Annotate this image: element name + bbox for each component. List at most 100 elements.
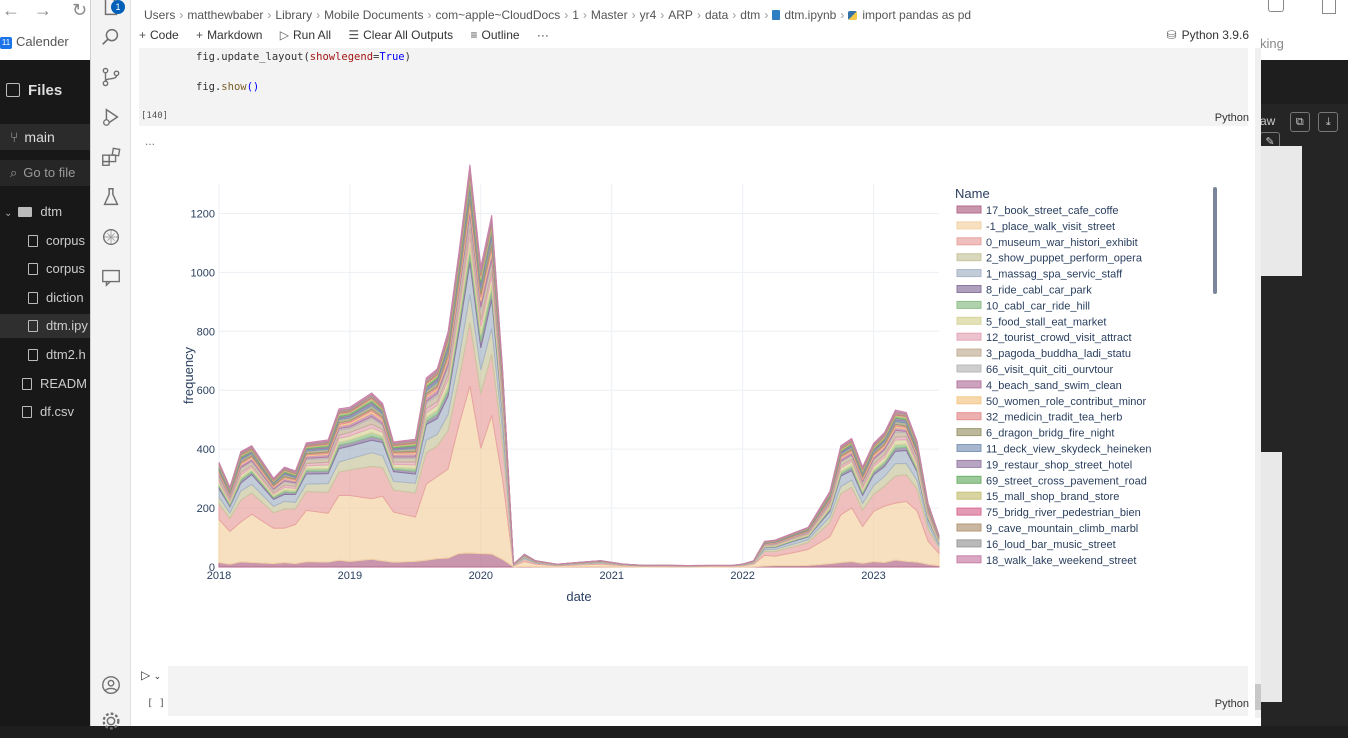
tree-item[interactable]: df.csv — [22, 400, 90, 424]
legend-item[interactable]: 75_bridg_river_pedestrian_bien — [986, 507, 1141, 519]
openai-icon[interactable] — [99, 226, 123, 250]
tree-folder-dtm[interactable]: ⌄ dtm — [4, 204, 63, 219]
download-icon[interactable]: ⤓ — [1318, 112, 1339, 132]
breadcrumb-item[interactable]: com~apple~CloudDocs — [435, 8, 561, 22]
legend-swatch[interactable] — [956, 396, 982, 405]
breadcrumb-item[interactable]: 1 — [572, 8, 579, 22]
legend-item[interactable]: 8_ride_cabl_car_park — [986, 285, 1092, 297]
run-all-button[interactable]: ▷ Run All — [279, 28, 332, 42]
legend-item[interactable]: 5_food_stall_eat_market — [986, 316, 1106, 328]
legend-item[interactable]: 6_dragon_bridg_fire_night — [986, 428, 1114, 440]
kernel-picker[interactable]: ⛁ Python 3.9.6 — [1166, 28, 1249, 42]
account-icon[interactable] — [99, 674, 123, 698]
editor-scrollbar[interactable] — [1255, 48, 1261, 718]
legend-swatch[interactable] — [956, 444, 982, 452]
breadcrumb-item[interactable]: matthewbaber — [187, 8, 264, 22]
legend-item[interactable]: 4_beach_sand_swim_clean — [986, 380, 1122, 392]
legend-swatch[interactable] — [956, 380, 982, 389]
legend-swatch[interactable] — [956, 332, 982, 341]
legend-item[interactable]: 9_cave_mountain_climb_marbl — [986, 523, 1138, 535]
search-icon[interactable] — [99, 26, 123, 50]
reload-icon[interactable]: ↻ — [72, 0, 88, 20]
testing-flask-icon[interactable] — [99, 186, 123, 210]
legend-item[interactable]: 10_cabl_car_ride_hill — [986, 300, 1090, 312]
breadcrumb-item[interactable]: Master — [590, 8, 628, 22]
cell-code[interactable]: fig.update_layout(showlegend=True) fig.s… — [196, 51, 411, 93]
legend-swatch[interactable] — [956, 269, 982, 278]
legend-item[interactable]: 17_book_street_cafe_coffe — [986, 205, 1119, 217]
legend-swatch[interactable] — [956, 300, 982, 309]
legend-swatch[interactable] — [956, 428, 982, 437]
clear-outputs-button[interactable]: ☰ Clear All Outputs — [348, 28, 454, 42]
legend-item[interactable]: 2_show_puppet_perform_opera — [986, 253, 1143, 265]
legend-item[interactable]: 69_street_cross_pavement_road — [986, 475, 1147, 487]
breadcrumb-item[interactable]: data — [704, 8, 729, 22]
legend-swatch[interactable] — [956, 555, 982, 564]
add-code-button[interactable]: + Code — [139, 28, 179, 42]
legend-swatch[interactable] — [956, 523, 982, 532]
copy-icon[interactable]: ⧉ — [1289, 112, 1310, 132]
legend-swatch[interactable] — [956, 205, 982, 214]
branch-selector[interactable]: ⑂ main — [0, 124, 90, 150]
tree-item[interactable]: READM — [22, 372, 90, 396]
breadcrumb-item[interactable]: Mobile Documents — [324, 8, 424, 22]
legend-item[interactable]: 19_restaur_shop_street_hotel — [986, 459, 1132, 471]
legend-item[interactable]: 15_mall_shop_brand_store — [986, 491, 1119, 503]
legend-swatch[interactable] — [956, 491, 982, 500]
legend-swatch[interactable] — [956, 221, 982, 230]
sidebar-toggle-icon[interactable] — [6, 83, 20, 97]
breadcrumb-item[interactable]: yr4 — [639, 8, 657, 22]
more-actions-button[interactable]: ··· — [536, 28, 549, 42]
legend-item[interactable]: 50_women_role_contribut_minor — [986, 396, 1147, 408]
legend-item[interactable]: 18_walk_lake_weekend_street — [986, 555, 1136, 567]
legend-swatch[interactable] — [956, 539, 982, 548]
output-menu-button[interactable]: ... — [145, 134, 156, 148]
legend-item[interactable]: 0_museum_war_histori_exhibit — [986, 237, 1138, 249]
legend-scrollbar[interactable] — [1213, 187, 1217, 294]
legend-item[interactable]: 16_loud_bar_music_street — [986, 539, 1116, 551]
legend-item[interactable]: 3_pagoda_buddha_ladi_statu — [986, 348, 1131, 360]
cell-language[interactable]: Python — [1214, 698, 1249, 710]
legend-swatch[interactable] — [956, 253, 982, 262]
legend-swatch[interactable] — [956, 237, 982, 246]
breadcrumb-item[interactable]: Library — [275, 8, 313, 22]
tree-item[interactable]: corpus — [28, 229, 90, 253]
cell-language[interactable]: Python — [1214, 112, 1249, 124]
breadcrumb-item[interactable]: dtm.ipynb — [784, 8, 837, 22]
outline-button[interactable]: ≡ Outline — [470, 28, 520, 42]
tree-item[interactable]: dtm2.h — [28, 343, 90, 367]
run-debug-icon[interactable] — [99, 106, 123, 130]
tree-item-selected[interactable]: dtm.ipy — [0, 314, 90, 338]
scrollbar-thumb[interactable] — [1255, 684, 1261, 710]
bookmark-calender[interactable]: 11 Calender — [0, 34, 69, 49]
legend-swatch[interactable] — [956, 475, 982, 484]
run-cell-button[interactable]: ▷ ⌄ — [141, 668, 161, 682]
extensions-icon[interactable] — [99, 146, 123, 170]
legend-item[interactable]: 11_deck_view_skydeck_heineken — [986, 444, 1152, 456]
legend-item[interactable]: 12_tourist_crowd_visit_attract — [986, 332, 1132, 344]
legend-swatch[interactable] — [956, 459, 982, 468]
breadcrumb-item[interactable]: dtm — [740, 8, 761, 22]
legend-item[interactable]: 66_visit_quit_citi_ourvtour — [986, 364, 1114, 376]
area-series-22[interactable] — [218, 164, 940, 567]
legend-item[interactable]: 1_massag_spa_servic_staff — [986, 269, 1123, 281]
back-arrow-icon[interactable]: ← — [2, 0, 20, 20]
legend-swatch[interactable] — [956, 285, 982, 293]
legend-swatch[interactable] — [956, 316, 982, 325]
legend-swatch[interactable] — [956, 507, 982, 516]
go-to-file-input[interactable]: ⌕ Go to file — [0, 160, 90, 186]
tree-item[interactable]: corpus — [28, 257, 90, 281]
bookmark-partial[interactable]: king — [1260, 36, 1284, 51]
forward-arrow-icon[interactable]: → — [34, 0, 52, 20]
empty-code-cell[interactable] — [168, 666, 1248, 716]
sidebar-icon[interactable] — [1322, 0, 1336, 14]
legend-item[interactable]: -1_place_walk_visit_street — [986, 221, 1115, 233]
breadcrumb-item[interactable]: import pandas as pd — [862, 8, 972, 22]
breadcrumb-item[interactable]: ARP — [668, 8, 693, 22]
source-control-icon[interactable] — [99, 66, 123, 90]
raw-button[interactable]: aw — [1260, 114, 1276, 128]
legend-swatch[interactable] — [956, 348, 982, 357]
code-cell[interactable]: fig.update_layout(showlegend=True) fig.s… — [139, 48, 1248, 126]
legend-swatch[interactable] — [956, 364, 982, 373]
breadcrumb-item[interactable]: Users — [144, 8, 176, 22]
